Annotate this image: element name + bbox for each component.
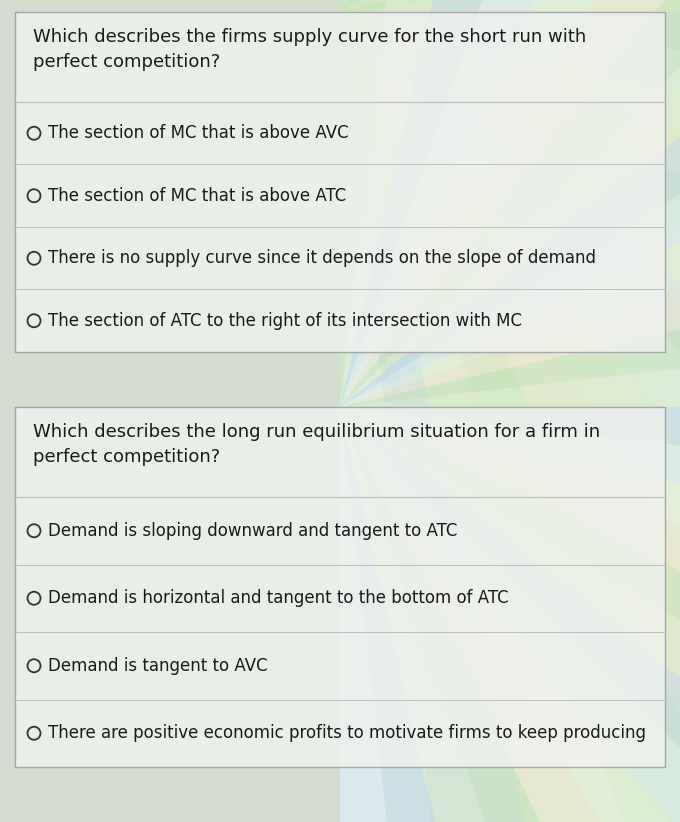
Text: Which describes the firms supply curve for the short run with
perfect competitio: Which describes the firms supply curve f… [33, 28, 586, 71]
Wedge shape [340, 407, 680, 822]
Wedge shape [340, 0, 680, 12]
Wedge shape [340, 0, 680, 12]
Text: Demand is tangent to AVC: Demand is tangent to AVC [48, 657, 268, 675]
Wedge shape [340, 0, 680, 407]
Wedge shape [340, 407, 680, 822]
Wedge shape [340, 0, 680, 407]
Wedge shape [340, 0, 680, 407]
Wedge shape [340, 0, 680, 12]
Wedge shape [340, 12, 680, 549]
Wedge shape [340, 12, 680, 822]
Wedge shape [340, 0, 680, 407]
Wedge shape [340, 0, 680, 12]
Wedge shape [340, 0, 680, 12]
Text: The section of MC that is above ATC: The section of MC that is above ATC [48, 187, 347, 205]
Text: Which describes the long run equilibrium situation for a firm in
perfect competi: Which describes the long run equilibrium… [33, 423, 600, 466]
Bar [15, 12, 665, 352]
Wedge shape [340, 0, 680, 407]
Wedge shape [340, 0, 680, 12]
Wedge shape [340, 0, 680, 407]
Wedge shape [340, 0, 522, 407]
Wedge shape [340, 12, 522, 822]
Wedge shape [340, 0, 680, 12]
Wedge shape [340, 0, 680, 407]
Wedge shape [340, 45, 680, 407]
Text: Demand is horizontal and tangent to the bottom of ATC: Demand is horizontal and tangent to the … [48, 589, 509, 607]
Wedge shape [340, 12, 680, 822]
Wedge shape [340, 407, 680, 822]
Wedge shape [340, 407, 680, 822]
Wedge shape [340, 407, 680, 769]
Wedge shape [340, 407, 680, 589]
Text: There are positive economic profits to motivate firms to keep producing: There are positive economic profits to m… [48, 724, 647, 742]
Wedge shape [340, 407, 680, 822]
Wedge shape [340, 12, 680, 822]
Text: The section of MC that is above AVC: The section of MC that is above AVC [48, 124, 349, 142]
Wedge shape [340, 0, 680, 407]
Text: The section of ATC to the right of its intersection with MC: The section of ATC to the right of its i… [48, 312, 522, 330]
Wedge shape [340, 0, 680, 12]
Wedge shape [340, 12, 680, 822]
Wedge shape [340, 407, 680, 822]
Wedge shape [340, 12, 680, 717]
Wedge shape [340, 225, 680, 407]
Wedge shape [340, 12, 680, 822]
Wedge shape [340, 0, 680, 12]
Wedge shape [340, 12, 680, 822]
Wedge shape [340, 407, 522, 822]
Wedge shape [340, 0, 680, 407]
Wedge shape [340, 407, 680, 822]
Wedge shape [340, 12, 680, 822]
Bar [15, 407, 665, 767]
Text: There is no supply curve since it depends on the slope of demand: There is no supply curve since it depend… [48, 249, 596, 267]
Wedge shape [340, 0, 680, 407]
Wedge shape [340, 407, 680, 822]
Wedge shape [340, 12, 680, 194]
Text: Demand is sloping downward and tangent to ATC: Demand is sloping downward and tangent t… [48, 522, 458, 540]
Wedge shape [340, 407, 680, 822]
Wedge shape [340, 407, 680, 822]
Wedge shape [340, 407, 680, 822]
Wedge shape [340, 0, 680, 12]
Wedge shape [340, 0, 680, 12]
Wedge shape [340, 12, 680, 822]
Wedge shape [340, 0, 680, 407]
Wedge shape [340, 0, 680, 12]
Wedge shape [340, 12, 680, 373]
Wedge shape [340, 0, 680, 12]
Wedge shape [340, 12, 680, 822]
Wedge shape [340, 0, 522, 12]
